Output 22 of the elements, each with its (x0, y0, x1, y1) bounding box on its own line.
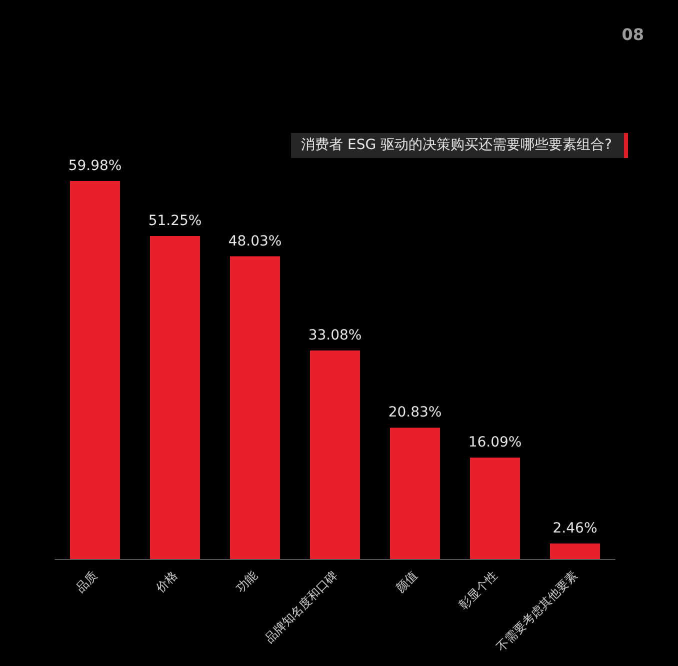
data-label: 16.09% (468, 434, 522, 451)
x-tick-label: 品质 (73, 568, 100, 595)
bar (150, 236, 200, 559)
text: 08 (622, 25, 644, 44)
bar (230, 256, 280, 559)
bar (70, 181, 120, 559)
x-tick-label: 彰显个性 (456, 568, 500, 612)
data-label: 20.83% (388, 404, 442, 421)
data-label: 59.98% (68, 158, 122, 174)
bar (310, 350, 360, 559)
x-tick-label: 功能 (233, 568, 260, 595)
x-tick-label: 价格 (152, 568, 180, 596)
bar (470, 458, 520, 559)
data-label: 48.03% (228, 233, 282, 250)
data-label: 33.08% (308, 328, 362, 344)
data-label: 2.46% (552, 520, 598, 536)
bar (390, 428, 440, 559)
bar (550, 543, 600, 559)
chart-title: 消费者 ESG 驱动的决策购买还需要哪些要素组合? (291, 133, 628, 158)
x-tick-label: 品牌知名度和口碑 (262, 568, 340, 646)
data-label: 51.25% (148, 213, 202, 230)
x-tick-label: 颜值 (393, 568, 420, 595)
